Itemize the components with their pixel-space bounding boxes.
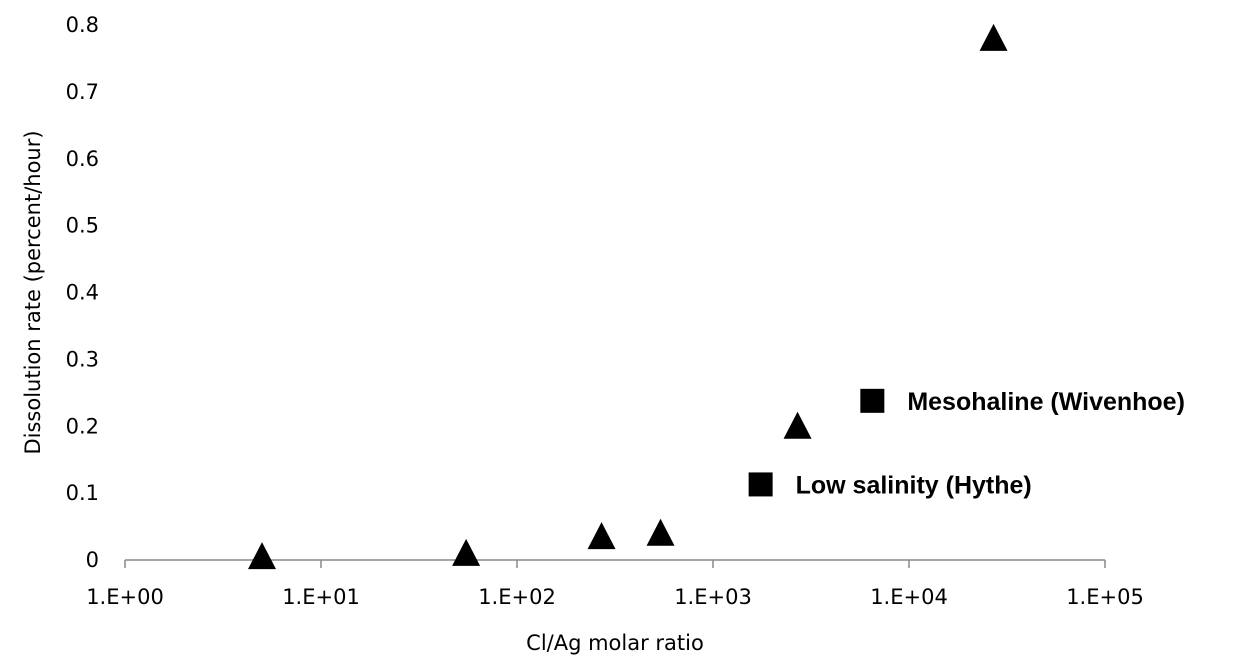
x-axis-ticks: 1.E+00 1.E+01 1.E+02 1.E+03 1.E+04 1.E+05 bbox=[86, 560, 1144, 609]
y-tick-label: 0.8 bbox=[66, 13, 99, 37]
x-tick-label: 1.E+03 bbox=[674, 585, 752, 609]
y-tick-label: 0.5 bbox=[66, 214, 99, 238]
x-tick-label: 1.E+02 bbox=[478, 585, 556, 609]
triangle-point bbox=[979, 23, 1008, 51]
y-tick-label: 0.4 bbox=[66, 281, 99, 305]
point-annotations: Low salinity (Hythe) Mesohaline (Wivenhoe… bbox=[796, 388, 1185, 500]
square-point bbox=[748, 472, 773, 497]
point-label: Low salinity (Hythe) bbox=[796, 471, 1032, 499]
triangle-point bbox=[452, 538, 481, 566]
point-label: Mesohaline (Wivenhoe) bbox=[907, 388, 1185, 416]
y-axis-ticks: 0 0.1 0.2 0.3 0.4 0.5 0.6 0.7 0.8 bbox=[66, 13, 99, 572]
x-tick-label: 1.E+01 bbox=[282, 585, 360, 609]
y-tick-label: 0.3 bbox=[66, 347, 99, 371]
y-tick-label: 0.7 bbox=[66, 80, 99, 104]
y-tick-label: 0.6 bbox=[66, 147, 99, 171]
triangle-point bbox=[587, 522, 616, 550]
y-axis-title: Dissolution rate (percent/hour) bbox=[21, 130, 45, 454]
x-axis-title: Cl/Ag molar ratio bbox=[526, 631, 704, 655]
x-tick-label: 1.E+00 bbox=[86, 585, 164, 609]
x-tick-label: 1.E+04 bbox=[870, 585, 948, 609]
square-point bbox=[860, 388, 885, 413]
axes: 1.E+00 1.E+01 1.E+02 1.E+03 1.E+04 1.E+05 0 0.… bbox=[66, 13, 1144, 609]
triangle-point bbox=[646, 518, 675, 546]
y-tick-label: 0.1 bbox=[66, 481, 99, 505]
data-marks bbox=[247, 23, 1008, 570]
y-tick-label: 0 bbox=[86, 548, 99, 572]
x-tick-label: 1.E+05 bbox=[1066, 585, 1144, 609]
y-tick-label: 0.2 bbox=[66, 414, 99, 438]
triangle-point bbox=[783, 411, 812, 439]
triangle-point bbox=[247, 542, 276, 570]
